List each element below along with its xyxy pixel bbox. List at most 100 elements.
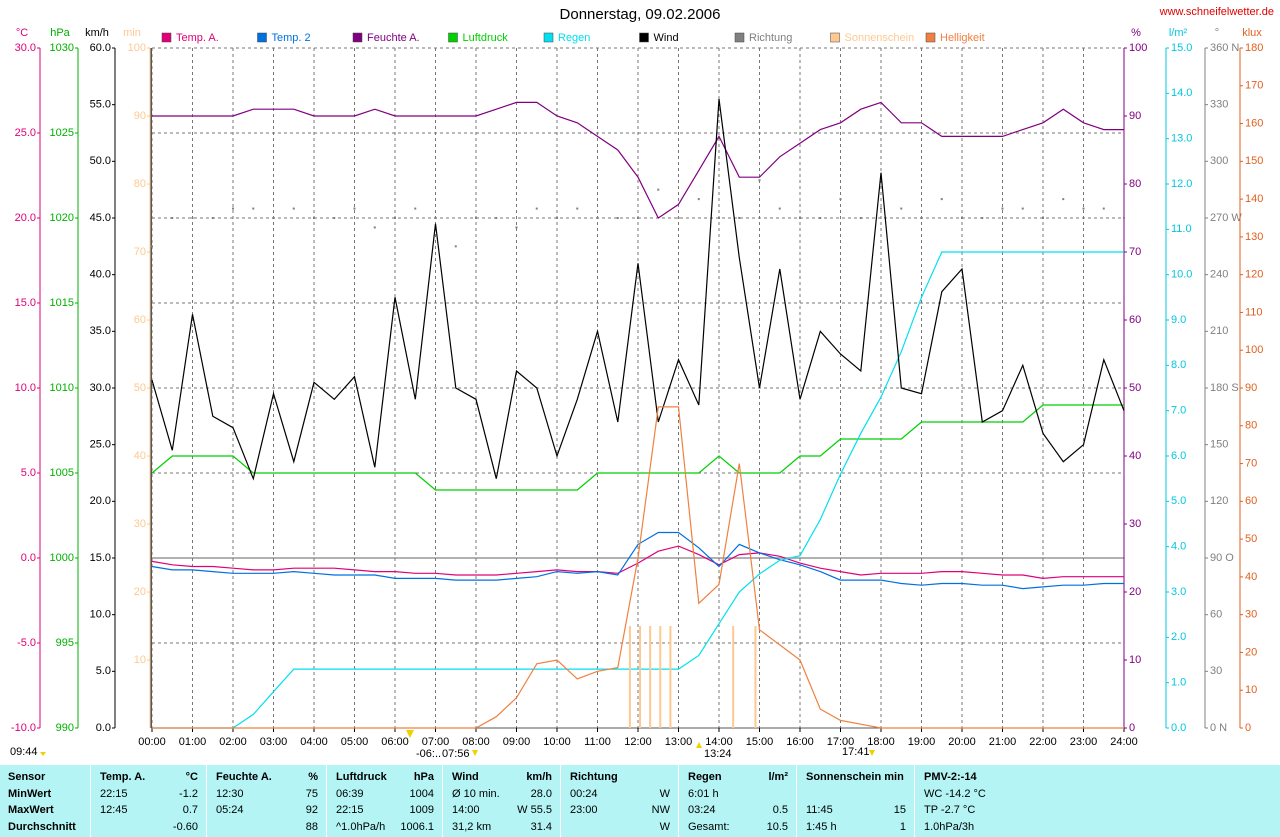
y-tick-label: 3.0 [1171, 586, 1186, 598]
legend-swatch [161, 32, 172, 43]
annotation: 09:44 [10, 746, 38, 758]
x-tick-label: 06:00 [381, 736, 409, 748]
direction-dot [1082, 207, 1085, 210]
y-tick-label: 30 [1129, 518, 1141, 530]
series-line [151, 404, 1124, 491]
y-tick-label: 990 [56, 722, 74, 734]
legend-label: Regen [558, 32, 590, 44]
direction-dot [677, 217, 680, 219]
direction-dot [778, 207, 781, 210]
table-cell: 1004 [409, 787, 434, 800]
y-tick-label: 30 [134, 518, 146, 530]
direction-dot [333, 217, 336, 219]
y-tick-label: 40 [1245, 571, 1257, 583]
y-tick-label: 20 [134, 586, 146, 598]
y-tick-label: 60 [134, 314, 146, 326]
direction-dot [819, 217, 822, 219]
y-tick-label: 50 [134, 382, 146, 394]
table-cell: 00:24 [570, 787, 598, 800]
direction-dot [758, 179, 761, 182]
table-cell: 10.5 [766, 820, 788, 833]
x-tick-label: 19:00 [908, 736, 936, 748]
y-tick-label: 40 [1129, 450, 1141, 462]
sunshine-bar [639, 626, 642, 728]
table-cell: W [659, 820, 670, 833]
direction-dot [900, 207, 903, 210]
y-tick-label: 5.0 [96, 665, 111, 677]
table-cell: Feuchte A. [216, 771, 272, 783]
y-tick-label: 170 [1245, 80, 1263, 92]
table-cell: 12:30 [216, 787, 244, 800]
legend-swatch [734, 32, 745, 43]
direction-dot [657, 188, 660, 191]
y-tick-label: 1.0 [1171, 677, 1186, 689]
table-cell: 1006.1 [400, 820, 434, 833]
legend-label: Richtung [749, 32, 792, 44]
table-cell: NW [651, 804, 670, 816]
y-tick-label: 100 [1245, 344, 1263, 356]
x-tick-label: 00:00 [138, 736, 166, 748]
direction-dot [799, 217, 801, 219]
x-tick-label: 21:00 [989, 736, 1017, 748]
y-tick-label: 1005 [50, 467, 74, 479]
direction-dot [738, 217, 741, 219]
table-cell: 31.4 [530, 820, 552, 833]
table-cell: 23:00 [570, 804, 598, 816]
y-tick-label: 1025 [50, 127, 74, 139]
legend-label: Feuchte A. [367, 32, 420, 44]
table-cell: 92 [305, 804, 318, 816]
legend-label: Helligkeit [940, 32, 985, 44]
column-divider [326, 765, 327, 837]
table-cell: 28.0 [530, 787, 552, 800]
direction-dot [981, 217, 984, 219]
y-tick-label: 9.0 [1171, 314, 1186, 326]
x-tick-label: 03:00 [260, 736, 288, 748]
direction-dot [434, 217, 437, 219]
column-divider [90, 765, 91, 837]
y-tick-label: 10 [134, 654, 146, 666]
y-tick-label: 30 [1245, 609, 1257, 621]
y-tick-label: 995 [56, 637, 74, 649]
x-tick-label: 13:00 [665, 736, 693, 748]
sunshine-bar [732, 626, 735, 728]
y-tick-label: 10.0 [15, 382, 36, 394]
y-tick-label: 160 [1245, 117, 1263, 129]
y-tick-label: 50 [1129, 382, 1141, 394]
summary-table: Sensor Temp. A. °C Feuchte A.% Luftdruck hPa W… [0, 765, 1280, 837]
direction-dot [880, 207, 882, 210]
table-cell: 22:15 [100, 787, 128, 800]
y-tick-label: 20.0 [15, 212, 36, 224]
direction-dot [373, 226, 376, 229]
annotation: 13:24 [704, 748, 732, 760]
legend-label: Luftdruck [463, 32, 509, 44]
y-tick-label: 120 [1210, 495, 1228, 507]
x-tick-label: 23:00 [1070, 736, 1098, 748]
table-cell: 88 [305, 820, 318, 833]
y-tick-label: 360 N [1210, 42, 1239, 54]
table-cell: MaxWert [8, 804, 54, 816]
sunshine-bar [659, 626, 662, 728]
y-axis-unit: km/h [85, 27, 109, 39]
legend-label: Sonnenschein [845, 32, 915, 44]
series-line [152, 406, 1124, 729]
legend-swatch [257, 32, 267, 43]
x-tick-label: 15:00 [746, 736, 774, 748]
y-tick-label: 1015 [50, 297, 74, 309]
y-axis-unit: hPa [50, 27, 70, 39]
table-cell: 06:39 [336, 787, 364, 800]
direction-dot [515, 226, 518, 229]
source: www.schneifelwetter.de [1159, 6, 1274, 18]
y-tick-label: 90 [134, 110, 146, 122]
x-tick-label: 18:00 [867, 736, 895, 748]
y-tick-label: 35.0 [90, 325, 111, 337]
y-tick-label: 0.0 [21, 552, 36, 564]
direction-dot [1062, 198, 1065, 201]
table-cell: Sonnenschein min [806, 771, 904, 783]
y-tick-label: 80 [1129, 178, 1141, 190]
y-tick-label: 4.0 [1171, 541, 1186, 553]
direction-dot [859, 217, 862, 219]
y-tick-label: 70 [1129, 246, 1141, 258]
x-tick-label: 05:00 [341, 736, 369, 748]
y-tick-label: 30.0 [15, 42, 36, 54]
table-cell: Wind [452, 771, 479, 783]
